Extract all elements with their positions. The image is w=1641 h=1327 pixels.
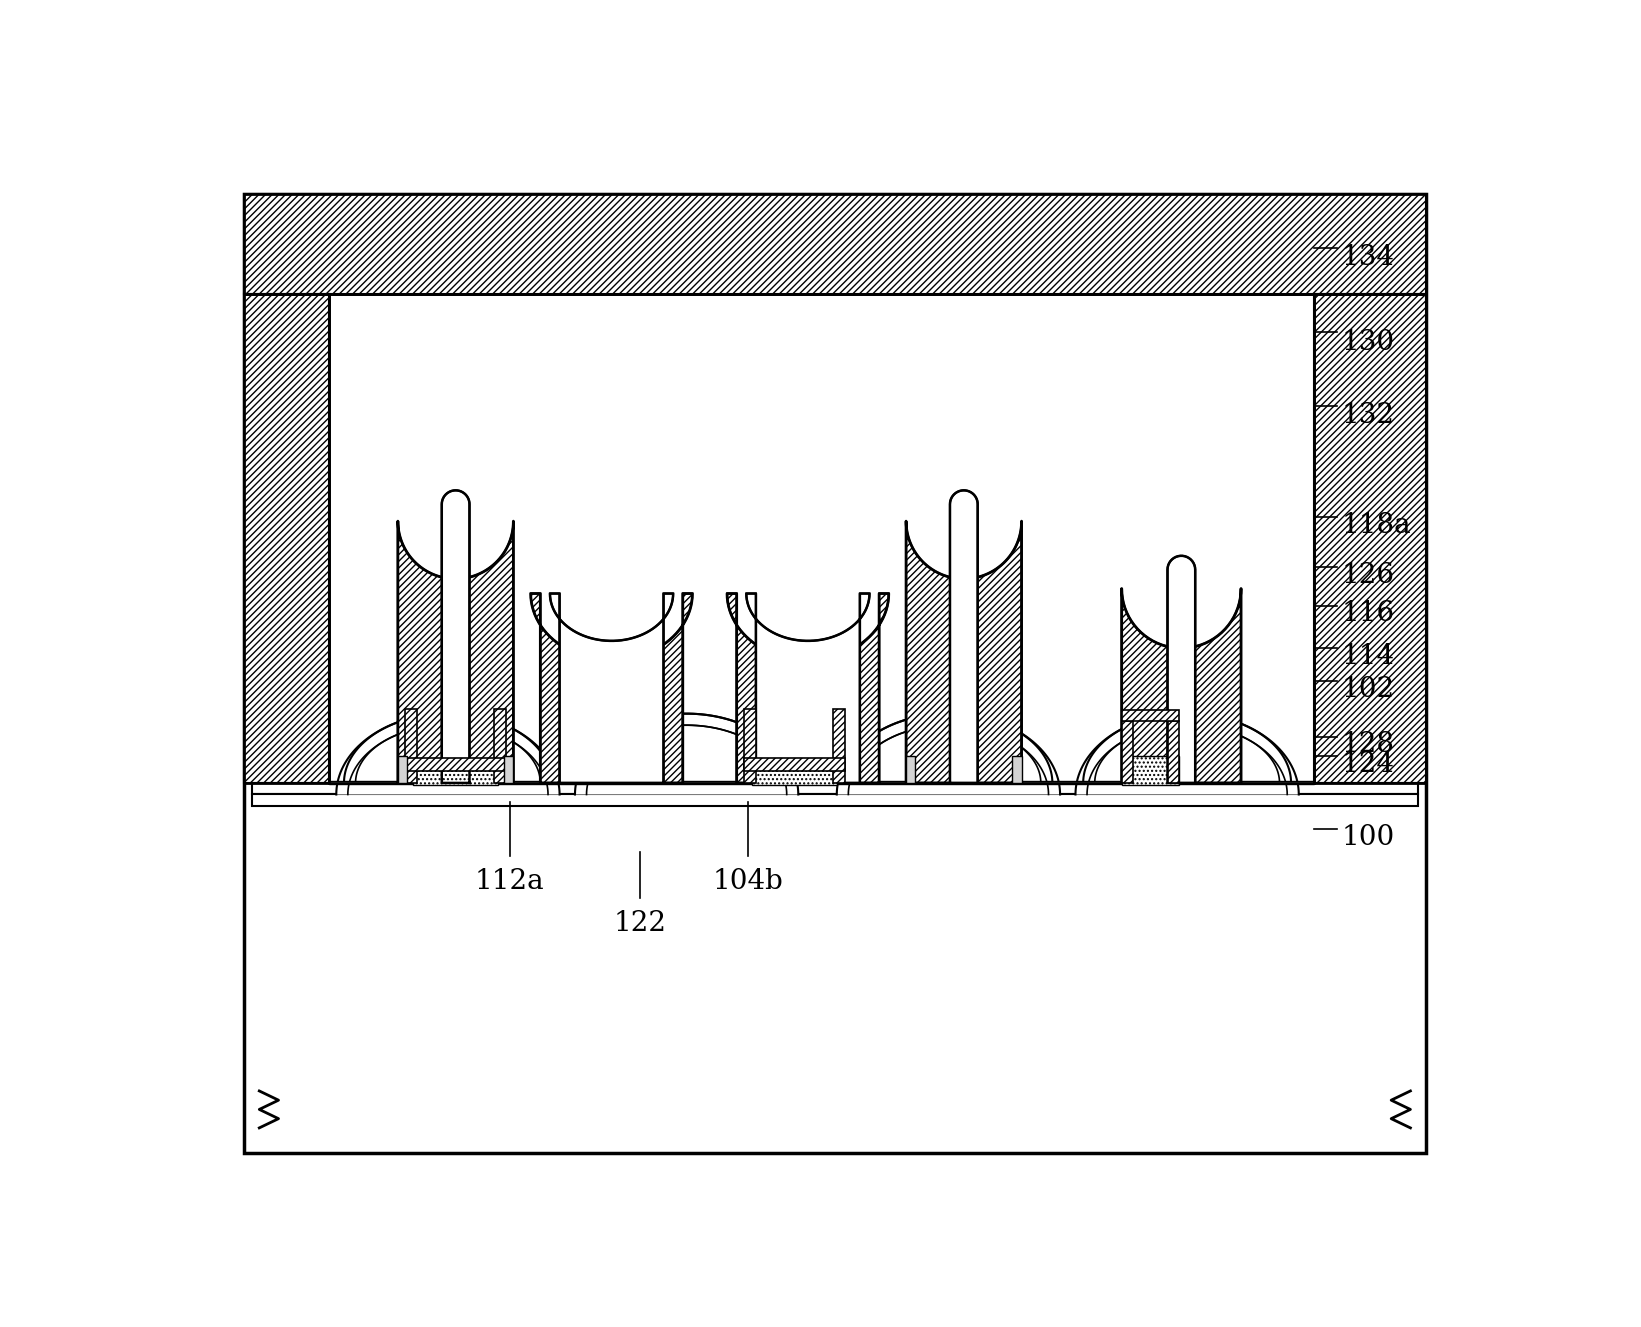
Text: 130: 130 (1341, 329, 1395, 356)
Polygon shape (405, 709, 417, 783)
Polygon shape (752, 768, 837, 786)
Text: 132: 132 (1341, 402, 1395, 429)
Polygon shape (550, 593, 673, 783)
Polygon shape (494, 709, 507, 783)
Polygon shape (397, 756, 407, 783)
Bar (328, 782, 1314, 784)
Polygon shape (837, 714, 1060, 795)
Text: 134: 134 (1341, 244, 1395, 271)
Text: 116: 116 (1341, 600, 1395, 628)
Polygon shape (906, 522, 1022, 783)
Text: 124: 124 (1341, 751, 1395, 778)
Bar (251, 795, 1418, 805)
Polygon shape (245, 295, 328, 783)
Polygon shape (1167, 556, 1195, 783)
Polygon shape (1012, 756, 1022, 783)
Polygon shape (747, 593, 870, 783)
Text: 104b: 104b (712, 868, 784, 894)
Polygon shape (845, 714, 1052, 783)
Polygon shape (834, 709, 845, 783)
Polygon shape (583, 714, 791, 783)
Polygon shape (441, 491, 469, 783)
Text: 126: 126 (1341, 561, 1395, 589)
Polygon shape (1075, 714, 1298, 795)
Polygon shape (504, 756, 514, 783)
Polygon shape (906, 756, 916, 783)
Polygon shape (530, 593, 693, 783)
Bar (251, 805, 1418, 1145)
Text: 100: 100 (1341, 824, 1395, 851)
Polygon shape (950, 491, 978, 783)
Text: 128: 128 (1341, 731, 1395, 758)
Polygon shape (1122, 756, 1180, 786)
Bar (328, 295, 1314, 783)
Polygon shape (743, 758, 845, 771)
Bar (328, 295, 1314, 783)
Text: 122: 122 (614, 910, 666, 937)
Polygon shape (414, 768, 497, 786)
Polygon shape (1122, 588, 1241, 783)
Polygon shape (743, 709, 757, 783)
Polygon shape (1168, 722, 1180, 783)
Polygon shape (405, 758, 507, 771)
Text: 102: 102 (1341, 675, 1395, 703)
Polygon shape (1122, 710, 1180, 722)
Polygon shape (245, 194, 1426, 295)
Text: 112a: 112a (474, 868, 545, 894)
Polygon shape (1122, 722, 1134, 783)
Polygon shape (336, 714, 560, 795)
Polygon shape (574, 714, 798, 795)
Polygon shape (1083, 714, 1291, 783)
Polygon shape (1314, 295, 1426, 783)
Polygon shape (397, 522, 514, 783)
Text: 114: 114 (1341, 642, 1395, 670)
Polygon shape (727, 593, 889, 783)
Text: 118a: 118a (1341, 512, 1411, 539)
Bar (251, 783, 1418, 795)
Polygon shape (345, 714, 551, 783)
